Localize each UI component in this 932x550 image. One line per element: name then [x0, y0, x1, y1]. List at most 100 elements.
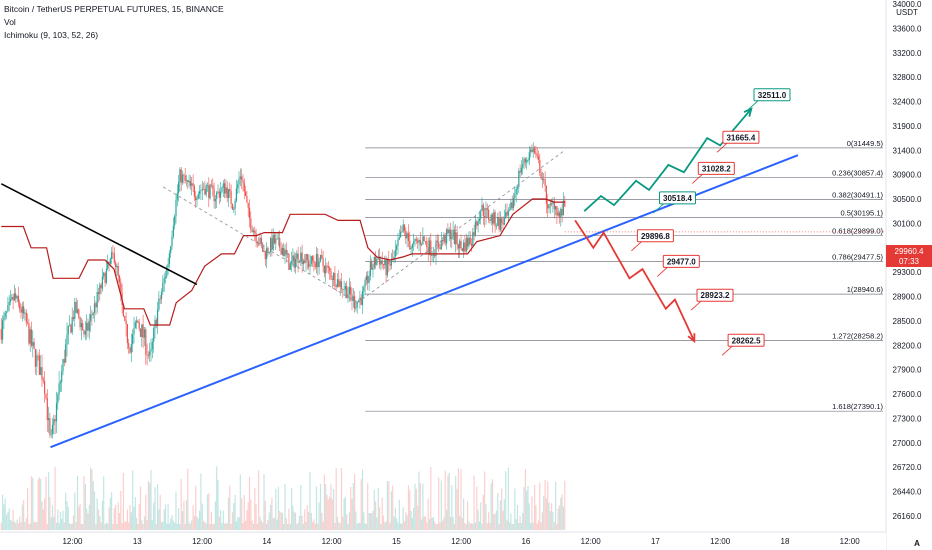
volume-bar: [451, 485, 453, 530]
projection-callout[interactable]: 32511.0: [747, 88, 791, 111]
candle-body: [67, 325, 69, 335]
volume-bar: [105, 522, 107, 530]
candle-body: [302, 260, 304, 265]
ichimoku-indicator-label[interactable]: Ichimoku (9, 103, 52, 26): [4, 30, 99, 40]
projection-callout[interactable]: 29477.0: [656, 254, 700, 277]
candle-body: [495, 225, 498, 227]
projection-labels[interactable]: 32511.0 31665.4 31028.2 30518.4 29896.8 29477…: [631, 88, 791, 356]
volume-bar: [410, 510, 412, 530]
projection-paths[interactable]: [574, 107, 753, 344]
volume-indicator-label[interactable]: Vol: [4, 17, 16, 27]
candle-body: [200, 190, 202, 192]
candle-body: [167, 264, 169, 267]
candle-body: [9, 298, 12, 302]
candle-body: [333, 273, 335, 280]
price-axis[interactable]: USDT 26160.0 26440.0 26720.0 27000.0 27300.0…: [885, 0, 932, 550]
candle-body: [71, 316, 73, 333]
projection-callout[interactable]: 29896.8: [631, 229, 674, 252]
volume-bar: [463, 498, 465, 530]
volume-bar: [444, 470, 446, 530]
candle-body: [133, 327, 135, 335]
candle-body: [55, 403, 58, 422]
volume-bar: [460, 469, 462, 530]
candle-body: [7, 304, 9, 312]
callout-price: 29896.8: [641, 232, 670, 241]
volume-bar: [427, 498, 429, 530]
volume-bar: [216, 466, 218, 530]
volume-bar: [552, 512, 554, 530]
volume-bar: [100, 522, 102, 530]
volume-bar: [558, 505, 561, 530]
volume-bar: [495, 510, 498, 530]
volume-bar: [394, 507, 396, 530]
projection-callout[interactable]: 31665.4: [716, 130, 760, 153]
candle-body: [334, 273, 336, 287]
candle-body: [526, 160, 528, 163]
volume-bar: [185, 500, 188, 530]
candle-body: [351, 294, 353, 301]
volume-bar: [166, 523, 168, 530]
time-axis[interactable]: 12:00 13 12:00 14 12:00 15 12:00 16 12:00 17 12:00…: [0, 531, 886, 550]
volume-bar: [289, 524, 291, 530]
candle-body: [210, 184, 212, 186]
volume-bar: [44, 498, 46, 530]
candle-body: [78, 309, 80, 318]
candle-body: [380, 260, 382, 265]
volume-bar: [421, 519, 423, 530]
candle-body: [338, 279, 340, 287]
volume-bar: [315, 486, 318, 530]
projection-callout[interactable]: 28923.2: [690, 288, 734, 311]
candle-body: [25, 312, 27, 323]
price-tick-label: 28500.0: [893, 317, 922, 326]
candle-body: [520, 167, 522, 173]
candle-body: [197, 194, 199, 199]
price-tick-label: 30900.0: [893, 171, 922, 180]
volume-bar: [160, 522, 163, 530]
volume-bar: [193, 516, 195, 530]
candle-body: [206, 185, 209, 186]
volume-bar: [162, 521, 164, 530]
time-tick-label: 15: [392, 537, 401, 546]
projection-callout[interactable]: 28262.5: [721, 333, 765, 356]
candle-body: [101, 276, 103, 289]
volume-bar: [167, 503, 169, 530]
volume-bar: [423, 516, 425, 530]
fibonacci-retracement[interactable]: 0(31449.5) 0.236(30857.4) 0.382(30491.1) 0.…: [365, 139, 884, 412]
volume-bar: [543, 496, 545, 530]
volume-bar: [489, 523, 491, 530]
projection-callout[interactable]: 30518.4: [653, 191, 696, 214]
candle-body: [482, 204, 484, 216]
candle-body: [331, 278, 333, 280]
candle-body: [230, 191, 232, 204]
volume-bar: [48, 472, 50, 530]
candle-body: [453, 229, 455, 244]
projection-callout[interactable]: 31028.2: [691, 161, 735, 184]
candle-body: [138, 322, 140, 329]
volume-bar: [272, 518, 274, 530]
symbol-title[interactable]: Bitcoin / TetherUS PERPETUAL FUTURES, 15…: [4, 4, 224, 14]
candle-body: [296, 253, 298, 259]
candle-body: [209, 184, 211, 199]
trendlines[interactable]: [0, 149, 886, 449]
candle-body: [461, 247, 463, 252]
volume-bar: [12, 509, 14, 530]
callout-pointer: [631, 241, 642, 252]
candle-body: [267, 247, 269, 253]
volume-bar: [435, 524, 437, 530]
volume-bar: [321, 512, 323, 530]
candle-body: [336, 279, 339, 288]
volume-bar: [195, 485, 197, 530]
candle-body: [548, 205, 550, 209]
candle-body: [343, 289, 345, 291]
volume-bar: [292, 505, 294, 530]
candle-body: [212, 185, 214, 189]
volume-bar: [556, 524, 558, 530]
volume-bar: [191, 520, 193, 530]
candle-body: [536, 154, 538, 157]
candle-body: [432, 254, 434, 256]
volume-bar: [192, 505, 194, 530]
volume-bar: [251, 520, 253, 530]
candle-body: [189, 180, 191, 186]
candle-body: [191, 183, 193, 186]
